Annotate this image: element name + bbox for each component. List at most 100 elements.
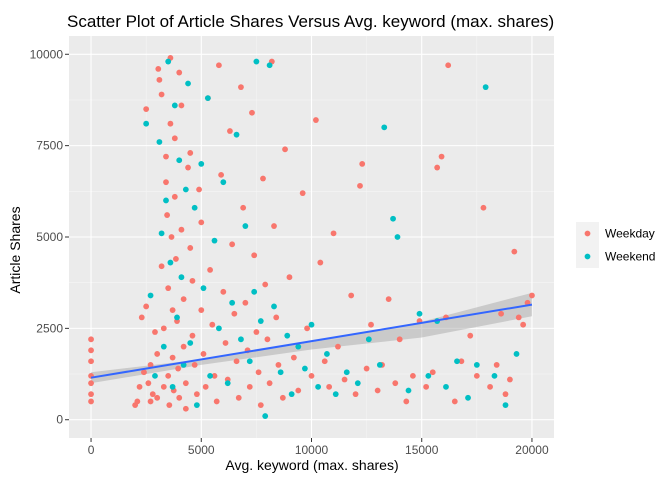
- weekend-point: [454, 358, 460, 365]
- grid-major: [69, 36, 554, 438]
- weekday-point: [158, 91, 165, 98]
- weekday-point: [165, 285, 172, 292]
- weekday-point: [507, 376, 513, 383]
- weekday-point: [200, 351, 207, 357]
- weekend-point: [425, 372, 432, 379]
- weekend-point: [171, 102, 178, 109]
- weekday-point: [238, 84, 244, 91]
- weekday-point: [396, 336, 403, 343]
- weekday-point: [145, 380, 152, 387]
- weekday-point: [165, 372, 172, 379]
- weekday-point: [136, 383, 143, 390]
- y-tick-label: 7500: [36, 139, 63, 153]
- weekday-point: [88, 391, 94, 398]
- weekday-point: [216, 62, 222, 69]
- weekday-point: [220, 288, 227, 295]
- x-tick-label: 0: [88, 443, 95, 457]
- weekday-point: [451, 398, 458, 405]
- weekend-point: [253, 58, 260, 65]
- weekday-point: [273, 314, 280, 321]
- weekday-point: [434, 164, 441, 171]
- weekend-point: [473, 362, 480, 368]
- weekday-point: [164, 212, 171, 218]
- weekday-point: [154, 351, 161, 357]
- weekday-point: [88, 398, 94, 405]
- weekend-point: [284, 332, 291, 339]
- weekday-point: [403, 398, 410, 405]
- y-axis-ticks: 0 2500 5000 7500 10000: [30, 47, 69, 427]
- weekend-point: [182, 186, 189, 193]
- weekend-point: [246, 358, 253, 365]
- weekend-point: [315, 383, 322, 390]
- weekday-point: [330, 230, 337, 237]
- weekday-point: [480, 204, 487, 211]
- weekday-point: [423, 383, 430, 390]
- weekday-point: [299, 190, 306, 197]
- weekday-point: [266, 380, 273, 387]
- weekend-point: [185, 80, 191, 87]
- weekday-point: [180, 296, 187, 303]
- weekday-point: [326, 383, 333, 390]
- weekday-point: [493, 362, 500, 368]
- weekday-point: [235, 394, 242, 401]
- weekday-point: [321, 358, 328, 365]
- weekend-point: [266, 62, 273, 69]
- weekday-point: [169, 307, 176, 313]
- weekend-point: [277, 369, 284, 376]
- weekday-point: [147, 398, 154, 405]
- weekend-point: [308, 321, 315, 328]
- weekday-point: [473, 372, 480, 379]
- weekday-point: [246, 383, 253, 390]
- weekend-point: [257, 318, 264, 324]
- weekday-point: [166, 402, 173, 409]
- weekday-point: [385, 296, 392, 303]
- weekend-point: [381, 124, 388, 131]
- weekday-point: [211, 372, 218, 379]
- trend-layer: [90, 303, 533, 379]
- weekday-point: [498, 310, 504, 317]
- weekday-point: [173, 256, 179, 262]
- y-tick-label: 5000: [36, 230, 63, 244]
- weekend-point: [301, 365, 308, 372]
- weekday-point: [178, 102, 185, 109]
- weekday-point: [189, 332, 196, 339]
- weekday-point: [335, 343, 341, 350]
- weekend-point: [332, 391, 339, 398]
- weekend-point: [354, 380, 361, 387]
- weekday-point: [88, 380, 94, 387]
- weekday-point: [88, 347, 94, 354]
- weekday-point: [282, 146, 288, 153]
- weekday-point: [304, 325, 310, 332]
- x-axis-ticks: 0 5000 10000 15000 20000: [88, 438, 549, 457]
- weekday-point: [511, 248, 518, 255]
- weekend-point: [191, 204, 198, 211]
- weekday-point: [308, 372, 315, 379]
- weekend-point: [167, 259, 174, 266]
- weekday-point: [178, 226, 185, 233]
- confidence-band: [91, 292, 532, 384]
- weekday-point: [88, 358, 94, 365]
- weekday-point: [196, 186, 202, 193]
- weekend-point: [174, 314, 180, 321]
- weekend-point: [229, 299, 236, 306]
- weekday-point: [352, 391, 359, 398]
- weekday-point: [169, 354, 176, 361]
- weekday-point: [515, 314, 522, 321]
- weekday-point: [168, 234, 175, 240]
- weekend-point: [163, 197, 169, 204]
- weekday-point: [176, 394, 183, 401]
- weekday-point: [502, 391, 509, 398]
- weekday-point: [275, 362, 282, 368]
- weekday-point: [429, 369, 436, 376]
- weekday-point: [138, 314, 145, 321]
- weekday-point: [253, 329, 260, 335]
- weekday-point: [160, 383, 167, 390]
- weekend-point: [465, 394, 471, 401]
- weekday-point: [257, 402, 264, 409]
- weekday-point: [218, 171, 225, 178]
- weekday-point: [154, 394, 161, 401]
- weekday-point: [134, 398, 141, 405]
- weekday-point: [520, 321, 527, 328]
